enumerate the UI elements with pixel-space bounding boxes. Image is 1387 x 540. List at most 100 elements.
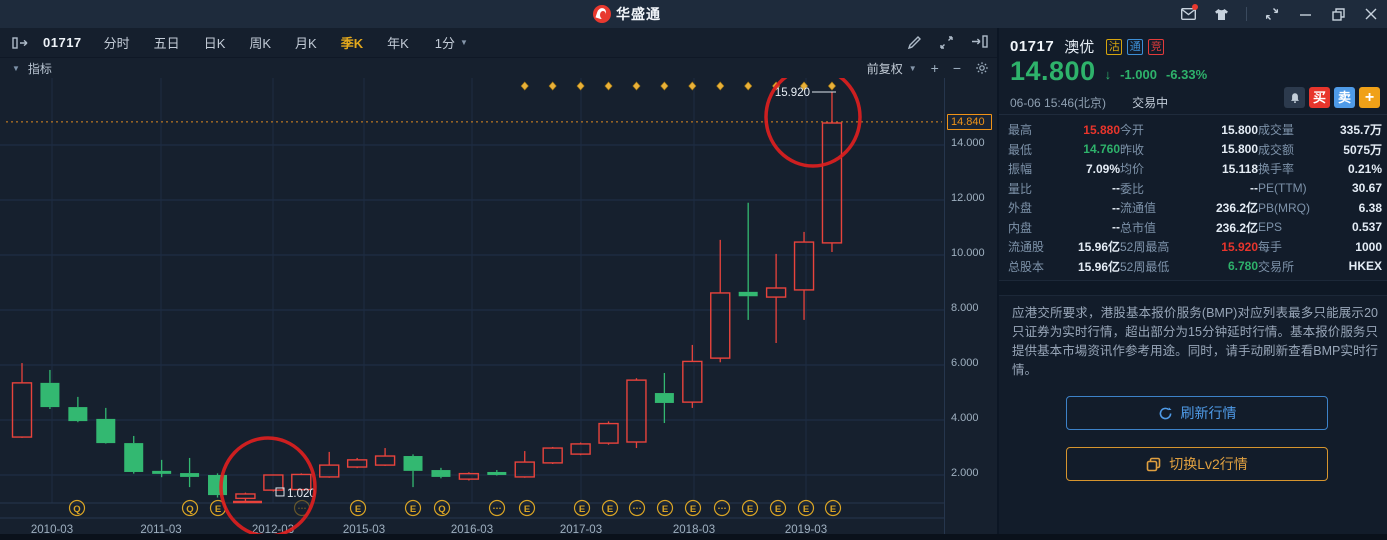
zoom-out-button[interactable]: − (952, 60, 961, 76)
price-axis: 14.840 14.000 12.000 10.000 8.000 6.000 4.000 2… (944, 78, 997, 540)
quote-value: 236.2亿 (1215, 220, 1258, 235)
candlestick (208, 475, 228, 496)
event-marker-circle[interactable] (573, 499, 591, 517)
x-axis-label: 2015-03 (343, 524, 385, 536)
app-name: 华盛通 (616, 6, 661, 22)
fullscreen-icon[interactable] (939, 35, 955, 51)
add-to-watchlist-button[interactable]: + (1359, 87, 1380, 108)
event-marker-letter: Q (438, 504, 445, 515)
dividend-marker (632, 81, 641, 91)
event-marker-circle[interactable] (656, 499, 674, 517)
price-change-pct: -6.33% (1165, 67, 1208, 82)
quote-value: -- (1112, 181, 1120, 196)
title-bar: 华盛通 (0, 0, 1387, 28)
minute-period-dropdown[interactable]: 1分 ▼ (435, 33, 468, 52)
buy-button[interactable]: 买 (1309, 87, 1330, 108)
candlestick (626, 379, 647, 443)
quote-value: 15.96亿 (1077, 240, 1120, 255)
x-axis-label: 2011-03 (140, 524, 181, 536)
refresh-icon (1159, 406, 1171, 419)
price-alert-bell-icon[interactable] (1284, 87, 1305, 108)
tab-季K[interactable]: 季K (340, 36, 364, 51)
quote-value: 15.96亿 (1077, 259, 1120, 274)
y-axis-label: 12.000 (951, 192, 985, 204)
period-tabs: 分时 五日 日K 周K 月K 季K 年K (104, 33, 409, 52)
indicator-label: 指标 (27, 61, 52, 76)
quote-label: 总市值 (1120, 220, 1157, 235)
theme-skin-icon[interactable] (1213, 6, 1229, 22)
gear-icon[interactable] (975, 61, 989, 75)
tab-日K[interactable]: 日K (203, 36, 226, 51)
candlestick (458, 472, 480, 480)
candlestick (431, 470, 451, 477)
quote-label: 振幅 (1008, 162, 1033, 177)
event-marker-circle[interactable] (488, 499, 506, 517)
quote-panel: 01717 澳优 沽通竞 14.800 ↓ -1.000 -6.33% 06-0… (997, 28, 1387, 540)
event-marker-circle[interactable] (349, 499, 367, 517)
dividend-marker (576, 81, 585, 91)
collapse-right-panel-icon[interactable] (971, 35, 988, 51)
quote-label: 流通值 (1120, 201, 1157, 216)
event-marker-circle[interactable] (433, 499, 451, 517)
price-adjust-dropdown[interactable]: 前复权 ▼ (867, 60, 917, 77)
close-icon[interactable] (1363, 6, 1379, 22)
current-price: 14.800 (1010, 56, 1096, 86)
quote-label: 52周最高 (1120, 240, 1170, 255)
candlestick (374, 455, 396, 466)
indicator-toggle[interactable]: ▼ 指标 (12, 60, 52, 77)
quote-label: 最高 (1008, 123, 1033, 138)
tab-月K[interactable]: 月K (295, 36, 317, 51)
candlestick (152, 470, 172, 474)
event-marker-letter: E (747, 504, 753, 515)
dividend-marker (660, 81, 669, 91)
event-marker-circle[interactable] (741, 499, 759, 517)
event-marker-circle[interactable] (601, 499, 619, 517)
event-marker-circle[interactable] (628, 499, 646, 517)
event-marker-letter: E (662, 504, 668, 515)
tab-五日[interactable]: 五日 (153, 36, 180, 51)
tab-分时[interactable]: 分时 (103, 36, 130, 51)
quote-label: 最低 (1008, 142, 1033, 157)
quote-label: 交易所 (1258, 259, 1295, 274)
event-marker-circle[interactable] (713, 499, 731, 517)
quote-value: 15.800 (1221, 142, 1258, 157)
event-marker-circle[interactable] (797, 499, 815, 517)
event-marker-circle[interactable] (518, 499, 536, 517)
restore-window-icon[interactable] (1330, 6, 1346, 22)
refresh-quotes-button[interactable]: 刷新行情 (1066, 396, 1328, 430)
tab-周K[interactable]: 周K (249, 36, 272, 51)
event-marker-circle[interactable] (404, 499, 422, 517)
sell-button[interactable]: 卖 (1334, 87, 1355, 108)
candlestick (346, 459, 368, 468)
event-marker-circle[interactable] (769, 499, 787, 517)
dividend-marker (716, 81, 725, 91)
quote-value: -- (1112, 200, 1120, 215)
quote-label: 内盘 (1008, 220, 1033, 235)
event-marker-circle[interactable] (824, 499, 842, 517)
quote-value: -- (1112, 220, 1120, 235)
candlestick (487, 471, 507, 475)
mail-icon[interactable] (1180, 4, 1198, 22)
indicator-row: ▼ 指标 前复权 ▼ + − (0, 58, 997, 78)
draw-pencil-icon[interactable] (907, 35, 923, 51)
quote-value: 14.760 (1083, 142, 1120, 157)
zoom-in-button[interactable]: + (930, 60, 939, 76)
event-marker-circle[interactable] (181, 499, 199, 517)
quote-label: PE(TTM) (1258, 181, 1307, 196)
quote-value: 236.2亿 (1215, 201, 1258, 216)
candlestick-chart[interactable]: 15.920 1.020 Q Q E … E E Q … E E E … E E … E E E E 2010-03 201… (0, 78, 944, 540)
candlestick (765, 287, 787, 298)
open-watchlist-panel-icon[interactable] (12, 36, 29, 49)
minimize-icon[interactable] (1297, 6, 1313, 22)
badge-沽: 沽 (1106, 38, 1123, 55)
quote-label: 昨收 (1120, 142, 1145, 157)
event-marker-circle[interactable] (684, 499, 702, 517)
event-marker-circle[interactable] (68, 499, 86, 517)
symbol-code: 01717 (43, 35, 82, 50)
quote-label: 外盘 (1008, 201, 1033, 216)
adjust-label: 前复权 (866, 61, 903, 76)
switch-lv2-button[interactable]: 切换Lv2行情 (1066, 447, 1328, 481)
tab-年K[interactable]: 年K (387, 36, 409, 51)
compress-window-icon[interactable] (1264, 6, 1280, 22)
stock-badges: 沽通竞 (1106, 38, 1165, 55)
